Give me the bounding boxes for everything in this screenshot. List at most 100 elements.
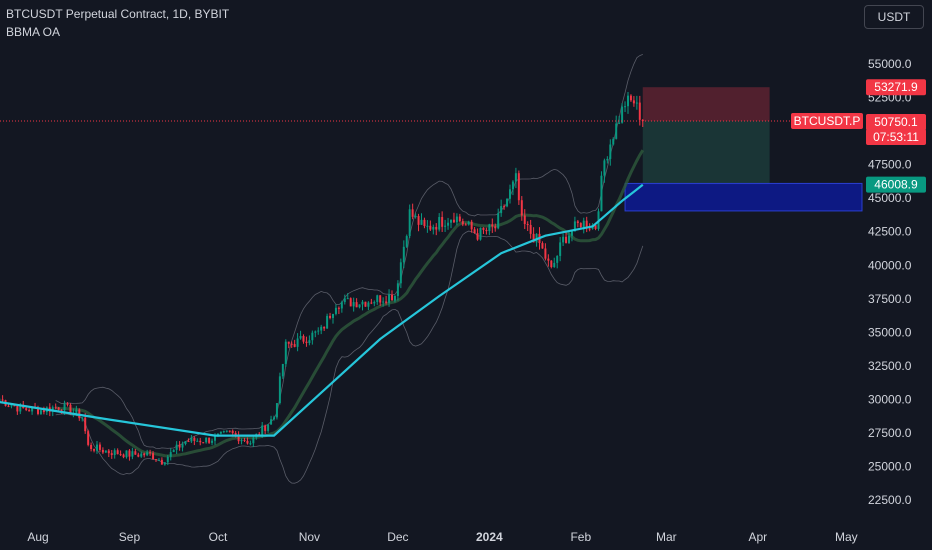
candle-body [618, 122, 621, 124]
candle-body [329, 315, 332, 318]
candle-body [358, 304, 361, 308]
candle-body [199, 440, 202, 443]
candle-body [293, 344, 296, 347]
price-tag-label: 46008.9 [874, 178, 918, 192]
candle-body [146, 452, 149, 456]
candle-body [308, 340, 311, 344]
candle-body [423, 219, 426, 227]
candle-body [31, 406, 34, 412]
candle-body [163, 462, 166, 465]
candle-body [393, 295, 396, 301]
candle-body [190, 437, 193, 442]
indicator-label[interactable]: BBMA OA [6, 25, 61, 39]
candle-body [113, 450, 116, 456]
candle-body [532, 233, 535, 243]
candle-body [287, 341, 290, 344]
candle-body [208, 437, 211, 443]
candle-body [355, 302, 358, 308]
candle-body [101, 449, 104, 453]
candle-body [122, 454, 125, 458]
candle-body [603, 160, 606, 176]
candle-body [450, 219, 452, 223]
candle-body [290, 343, 293, 345]
candle-body [585, 220, 588, 229]
candle-body [128, 450, 131, 457]
x-tick-label: Nov [299, 530, 320, 544]
candle-body [57, 407, 60, 410]
candle-body [526, 224, 529, 226]
candle-body [523, 215, 526, 225]
y-tick-label: 35000.0 [868, 325, 912, 339]
candle-body [420, 219, 423, 225]
price-tags-layer: 53271.950875.450750.107:53:1146008.9BTCU… [791, 79, 926, 193]
candle-body [520, 200, 523, 216]
candle-body [140, 453, 143, 457]
x-tick-label: Mar [656, 530, 677, 544]
candle-body [408, 209, 411, 237]
y-tick-label: 42500.0 [868, 225, 912, 239]
candle-body [211, 440, 214, 443]
symbol-tag [791, 113, 863, 130]
candle-body [98, 444, 101, 450]
candle-body [334, 307, 337, 314]
x-tick-label: Apr [748, 530, 767, 544]
zones-layer [624, 87, 863, 212]
candle-body [503, 206, 506, 208]
candle-body [565, 236, 568, 243]
candle-body [379, 295, 382, 303]
candle-body [16, 406, 19, 412]
candle-body [562, 236, 565, 243]
candle-body [184, 441, 187, 445]
candle-body [323, 326, 326, 329]
candle-body [243, 439, 246, 441]
chart-title: BTCUSDT Perpetual Contract, 1D, BYBIT [6, 7, 230, 21]
candle-body [582, 220, 585, 228]
candle-body [470, 221, 473, 230]
candle-body [511, 181, 514, 190]
candle-body [641, 119, 644, 122]
y-tick-label: 55000.0 [868, 57, 912, 71]
x-tick-label: Sep [119, 530, 141, 544]
currency-button[interactable]: USDT [864, 5, 924, 29]
candle-body [391, 294, 393, 301]
price-tag [866, 176, 926, 193]
candle-body [396, 283, 399, 296]
candle-body [296, 338, 299, 347]
candle-body [166, 456, 169, 463]
candle-body [506, 198, 509, 207]
candle-body [273, 417, 275, 420]
candle-body [305, 341, 308, 344]
candle-body [382, 301, 385, 303]
candle-body [160, 459, 163, 465]
candle-body [364, 301, 367, 307]
candle-body [570, 231, 573, 236]
candle-body [461, 221, 464, 225]
candle-body [137, 454, 140, 457]
candle-body [627, 95, 629, 107]
candle-body [479, 227, 482, 240]
candle-body [632, 100, 635, 104]
candle-body [576, 221, 579, 224]
candle-body [75, 409, 78, 413]
lower-band [55, 230, 644, 484]
x-tick-label: Feb [570, 530, 591, 544]
candle-body [559, 242, 562, 256]
candle-body [152, 453, 155, 460]
candle-body [485, 229, 488, 232]
candle-body [175, 444, 178, 450]
candle-body [332, 313, 334, 318]
candle-body [405, 236, 408, 247]
candle-body [432, 226, 435, 230]
candle-body [491, 224, 494, 227]
candle-body [488, 224, 491, 232]
candle-body [81, 417, 84, 419]
candle-body [178, 444, 181, 448]
candle-body [187, 441, 190, 443]
candle-body [517, 173, 520, 201]
candle-body [69, 404, 72, 415]
y-tick-label: 32500.0 [868, 359, 912, 373]
candle-body [388, 294, 391, 303]
candle-body [63, 403, 66, 411]
mid-band [55, 149, 645, 458]
